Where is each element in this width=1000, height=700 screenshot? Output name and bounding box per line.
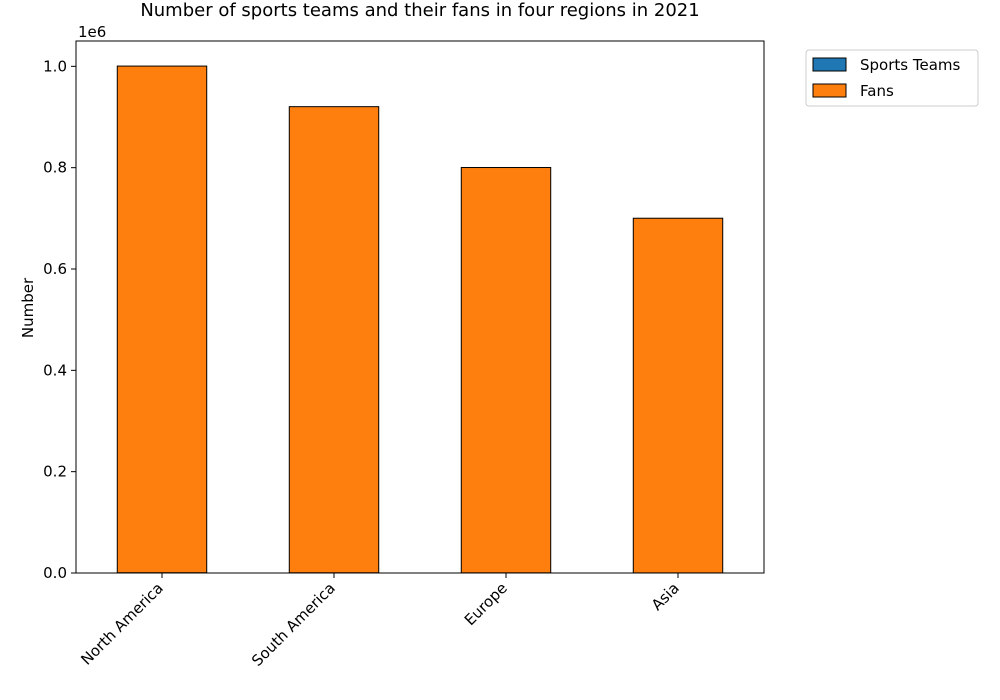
bar-fans-0: [116, 65, 208, 574]
legend-box: [805, 49, 979, 107]
y-tick-label-4: 0.8: [43, 159, 67, 177]
y-axis: 0.0 0.2 0.4 0.6 0.8 1.0: [43, 57, 76, 582]
chart-title: Number of sports teams and their fans in…: [140, 0, 699, 21]
legend-label-0: Sports Teams: [860, 56, 960, 74]
y-axis-offset-label: 1e6: [78, 23, 106, 41]
y-tick-label-5: 1.0: [43, 57, 67, 75]
y-tick-label-1: 0.2: [43, 463, 67, 481]
bar-fans-1: [288, 106, 380, 574]
legend: Sports Teams Fans: [805, 49, 979, 107]
y-tick-label-0: 0.0: [43, 564, 67, 582]
y-tick-label-2: 0.4: [43, 361, 67, 379]
y-tick-label-3: 0.6: [43, 260, 67, 278]
plot-frame: [75, 40, 765, 574]
bar-fans-2: [460, 167, 552, 574]
legend-swatch-0: [812, 57, 847, 72]
bar-fans-3: [632, 217, 724, 574]
legend-label-1: Fans: [860, 82, 894, 100]
bars-group: [116, 65, 724, 574]
y-axis-label: Number: [19, 277, 37, 338]
legend-swatch-1: [812, 83, 847, 98]
